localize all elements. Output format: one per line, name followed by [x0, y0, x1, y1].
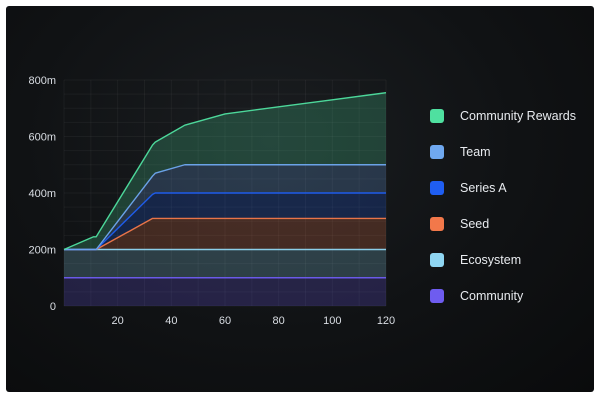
area-team — [64, 164, 386, 250]
y-tick-label: 400m — [28, 188, 56, 200]
y-tick-label: 0 — [50, 301, 56, 313]
legend-item-team: Team — [430, 134, 576, 170]
legend-label: Community Rewards — [460, 109, 577, 123]
stacked-area-chart: 0 200m 400m 600m 800m 20 40 60 80 100 120 — [28, 75, 395, 327]
x-tick-label: 60 — [219, 315, 231, 327]
x-tick-label: 120 — [377, 315, 395, 327]
line-community-rewards — [63, 92, 387, 251]
legend-swatch-seed — [430, 217, 444, 231]
area-community-rewards — [64, 92, 386, 250]
y-tick-label: 800m — [28, 75, 56, 87]
legend-swatch-ecosystem — [430, 253, 444, 267]
x-tick-label: 100 — [323, 315, 341, 327]
legend-swatch-team — [430, 145, 444, 159]
chart-legend: Community Rewards Team Series A Seed Eco… — [430, 98, 576, 314]
legend-item-ecosystem: Ecosystem — [430, 242, 576, 278]
legend-item-series-a: Series A — [430, 170, 576, 206]
legend-label: Seed — [460, 217, 490, 231]
x-tick-label: 40 — [165, 315, 177, 327]
legend-item-community-rewards: Community Rewards — [430, 98, 576, 134]
y-tick-label: 200m — [28, 245, 56, 257]
line-team — [64, 164, 386, 251]
legend-label: Community — [460, 289, 524, 303]
legend-label: Ecosystem — [460, 253, 522, 267]
legend-swatch-series-a — [430, 181, 444, 195]
legend-label: Team — [460, 145, 491, 159]
x-tick-label: 20 — [112, 315, 124, 327]
area-community — [64, 277, 386, 306]
legend-item-community: Community — [430, 278, 576, 314]
y-tick-label: 600m — [28, 132, 56, 144]
legend-swatch-community — [430, 289, 444, 303]
area-seed — [64, 218, 386, 250]
chart-card: 0 200m 400m 600m 800m 20 40 60 80 100 120 Communit… — [6, 6, 594, 392]
legend-swatch-community-rewards — [430, 109, 444, 123]
area-series-a — [64, 193, 386, 250]
legend-label: Series A — [460, 181, 507, 195]
legend-item-seed: Seed — [430, 206, 576, 242]
area-ecosystem — [64, 249, 386, 278]
x-tick-label: 80 — [273, 315, 285, 327]
